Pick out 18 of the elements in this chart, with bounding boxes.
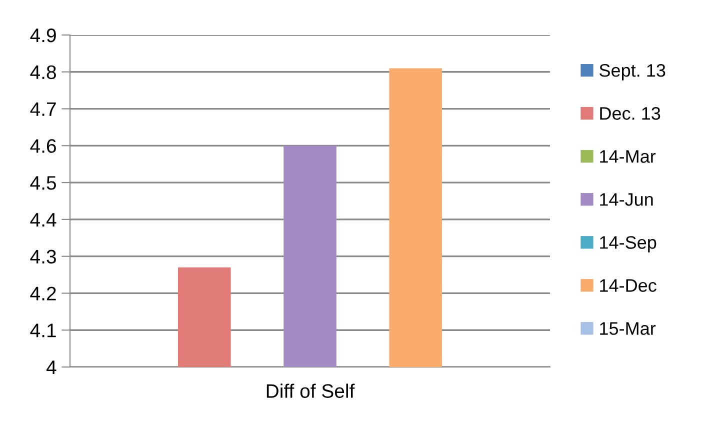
legend-label: 14-Jun xyxy=(600,193,653,206)
legend-label: Sept. 13 xyxy=(600,64,666,80)
y-tick-label: 4.1 xyxy=(30,324,56,338)
y-tick-label: 4.4 xyxy=(30,213,56,226)
y-tick-label: 4.8 xyxy=(30,65,56,80)
y-tick-label: 4.9 xyxy=(30,28,56,42)
y-tick-label: 4.7 xyxy=(30,102,56,116)
x-tick-label: Diff of Self xyxy=(266,384,355,398)
legend-label: 14-Mar xyxy=(600,150,656,163)
legend-label: 14-Dec xyxy=(600,279,656,292)
legend-label: 14-Sep xyxy=(600,236,656,252)
legend-label: Dec. 13 xyxy=(600,107,660,120)
y-tick-label: 4.6 xyxy=(30,139,56,153)
y-tick-label: 4 xyxy=(46,360,56,374)
y-tick-label: 4.5 xyxy=(30,176,56,190)
y-tick-label: 4.2 xyxy=(30,286,56,300)
legend-label: 15-Mar xyxy=(600,322,656,335)
y-tick-label: 4.3 xyxy=(30,250,56,264)
